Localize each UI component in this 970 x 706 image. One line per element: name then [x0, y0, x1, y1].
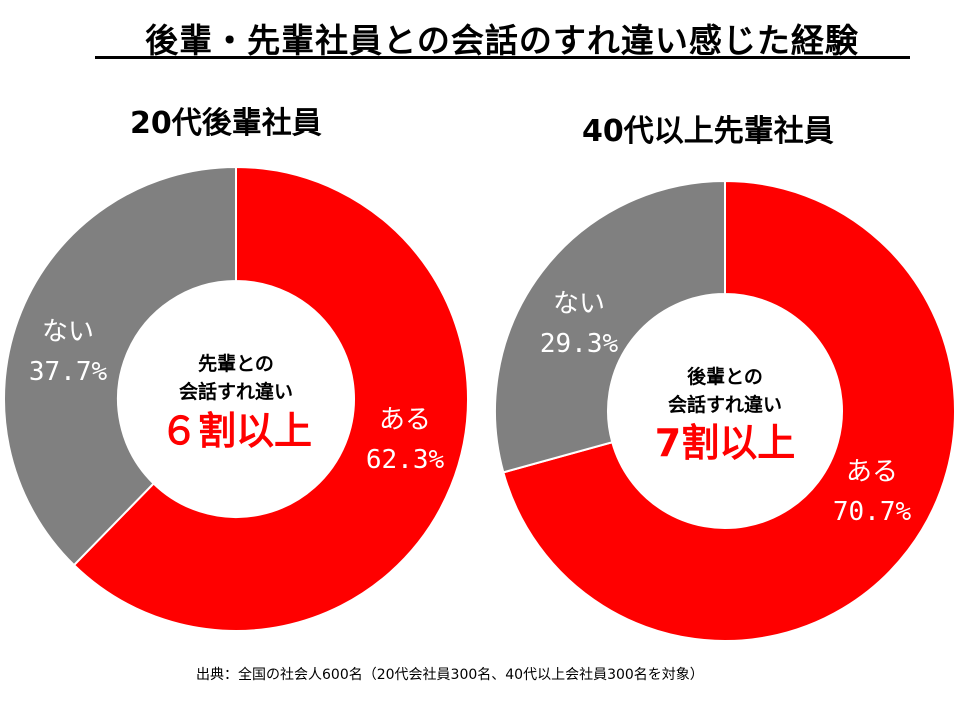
slice-label-40s-nai: ない: [553, 289, 605, 319]
slice-value-40s-aru: 70.7%: [833, 497, 912, 527]
page-title: 後輩・先輩社員との会話のすれ違い感じた経験: [145, 21, 859, 60]
slice-label-20s-aru: ある: [379, 405, 431, 435]
slice-value-20s-aru: 62.3%: [366, 445, 445, 475]
source-note: 出典：全国の社会人600名（20代会社員300名、40代以上会社員300名を対象…: [196, 667, 704, 683]
donut-slice-40s-aru: [502, 179, 956, 642]
title-underline: [95, 56, 910, 59]
center-text-20s-2: 会話すれ違い: [179, 380, 293, 403]
donut-slice-40s-nai: [494, 179, 726, 474]
slice-value-40s-nai: 29.3%: [540, 329, 619, 359]
chart-title-40s: 40代以上先輩社員: [582, 114, 834, 149]
donut-slice-20s-nai: [3, 165, 237, 567]
slice-label-40s-aru: ある: [846, 457, 898, 487]
chart-title-20s: 20代後輩社員: [130, 106, 322, 141]
slice-label-20s-nai: ない: [42, 317, 94, 347]
center-text-20s-1: 先輩との: [198, 352, 274, 375]
slice-value-20s-nai: 37.7%: [29, 357, 108, 387]
center-text-40s-1: 後輩との: [687, 365, 763, 388]
donut-slice-20s-aru: [72, 165, 469, 632]
center-text-40s-2: 会話すれ違い: [668, 393, 782, 416]
center-highlight-20s: ６割以上: [160, 409, 312, 453]
center-highlight-40s: 7割以上: [655, 421, 795, 465]
